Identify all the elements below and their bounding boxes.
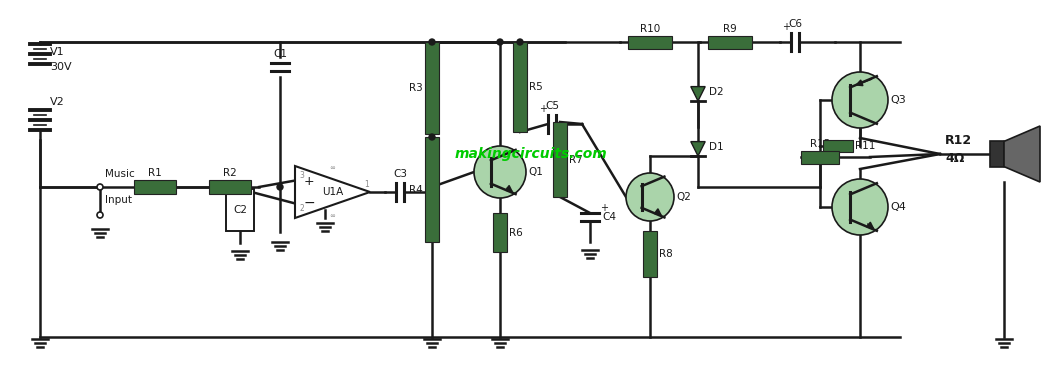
Text: R3: R3 <box>409 83 423 93</box>
Bar <box>643 231 657 277</box>
Text: +: + <box>304 175 314 188</box>
Bar <box>513 42 527 132</box>
Bar <box>801 151 839 163</box>
Bar <box>823 140 853 152</box>
Text: C2: C2 <box>233 205 247 215</box>
Text: R4: R4 <box>409 185 423 194</box>
Text: Music: Music <box>105 169 135 179</box>
Text: ∞: ∞ <box>330 214 335 219</box>
Text: Q1: Q1 <box>528 167 543 177</box>
Circle shape <box>497 39 503 45</box>
Bar <box>628 36 672 49</box>
Text: C3: C3 <box>393 169 407 179</box>
Text: R13: R13 <box>810 139 830 149</box>
Text: R8: R8 <box>659 249 673 259</box>
Circle shape <box>474 146 526 198</box>
Bar <box>133 180 176 194</box>
Bar <box>425 42 439 134</box>
Text: ∞: ∞ <box>330 165 335 170</box>
Circle shape <box>429 39 435 45</box>
Text: C6: C6 <box>788 19 802 29</box>
Circle shape <box>429 134 435 140</box>
Text: C5: C5 <box>545 101 559 111</box>
Circle shape <box>277 184 283 190</box>
Text: Q3: Q3 <box>890 95 906 105</box>
Text: R2: R2 <box>223 168 236 178</box>
Text: Q2: Q2 <box>676 192 691 202</box>
Circle shape <box>832 179 888 235</box>
Text: Q4: Q4 <box>890 202 906 212</box>
Polygon shape <box>295 166 370 218</box>
Text: R1: R1 <box>148 168 162 178</box>
Bar <box>553 122 566 197</box>
Circle shape <box>626 173 674 221</box>
Text: R9: R9 <box>723 24 737 34</box>
Text: +: + <box>600 203 607 213</box>
Text: D2: D2 <box>709 87 724 97</box>
Text: 30V: 30V <box>50 62 71 72</box>
Text: R7: R7 <box>569 154 582 165</box>
Bar <box>425 137 439 242</box>
Text: Input: Input <box>105 195 132 205</box>
Text: D1: D1 <box>709 142 724 152</box>
Circle shape <box>517 39 523 45</box>
Text: U1A: U1A <box>322 187 343 197</box>
Text: +: + <box>782 22 790 32</box>
Bar <box>990 141 1004 167</box>
Bar <box>708 36 753 49</box>
Text: +: + <box>539 104 547 114</box>
Text: 4Ω: 4Ω <box>945 152 965 165</box>
Text: 3: 3 <box>298 171 304 180</box>
Bar <box>209 180 251 194</box>
Text: R5: R5 <box>529 82 542 92</box>
Text: R11: R11 <box>856 141 875 151</box>
Polygon shape <box>1004 126 1040 182</box>
Circle shape <box>832 72 888 128</box>
Polygon shape <box>691 142 705 156</box>
Bar <box>493 213 507 252</box>
Circle shape <box>97 212 103 218</box>
Text: R10: R10 <box>640 24 660 34</box>
Text: C1: C1 <box>273 49 287 59</box>
Text: R6: R6 <box>509 228 522 238</box>
Text: −: − <box>303 196 315 209</box>
Text: makingcircuits.com: makingcircuits.com <box>455 147 607 161</box>
Polygon shape <box>691 87 705 101</box>
Bar <box>226 189 254 231</box>
Text: V2: V2 <box>50 97 65 107</box>
Circle shape <box>97 184 103 190</box>
Text: 1: 1 <box>364 180 369 189</box>
Text: C4: C4 <box>602 212 616 222</box>
Text: R12: R12 <box>945 133 972 147</box>
Text: 2: 2 <box>298 204 304 213</box>
Text: V1: V1 <box>50 47 64 57</box>
